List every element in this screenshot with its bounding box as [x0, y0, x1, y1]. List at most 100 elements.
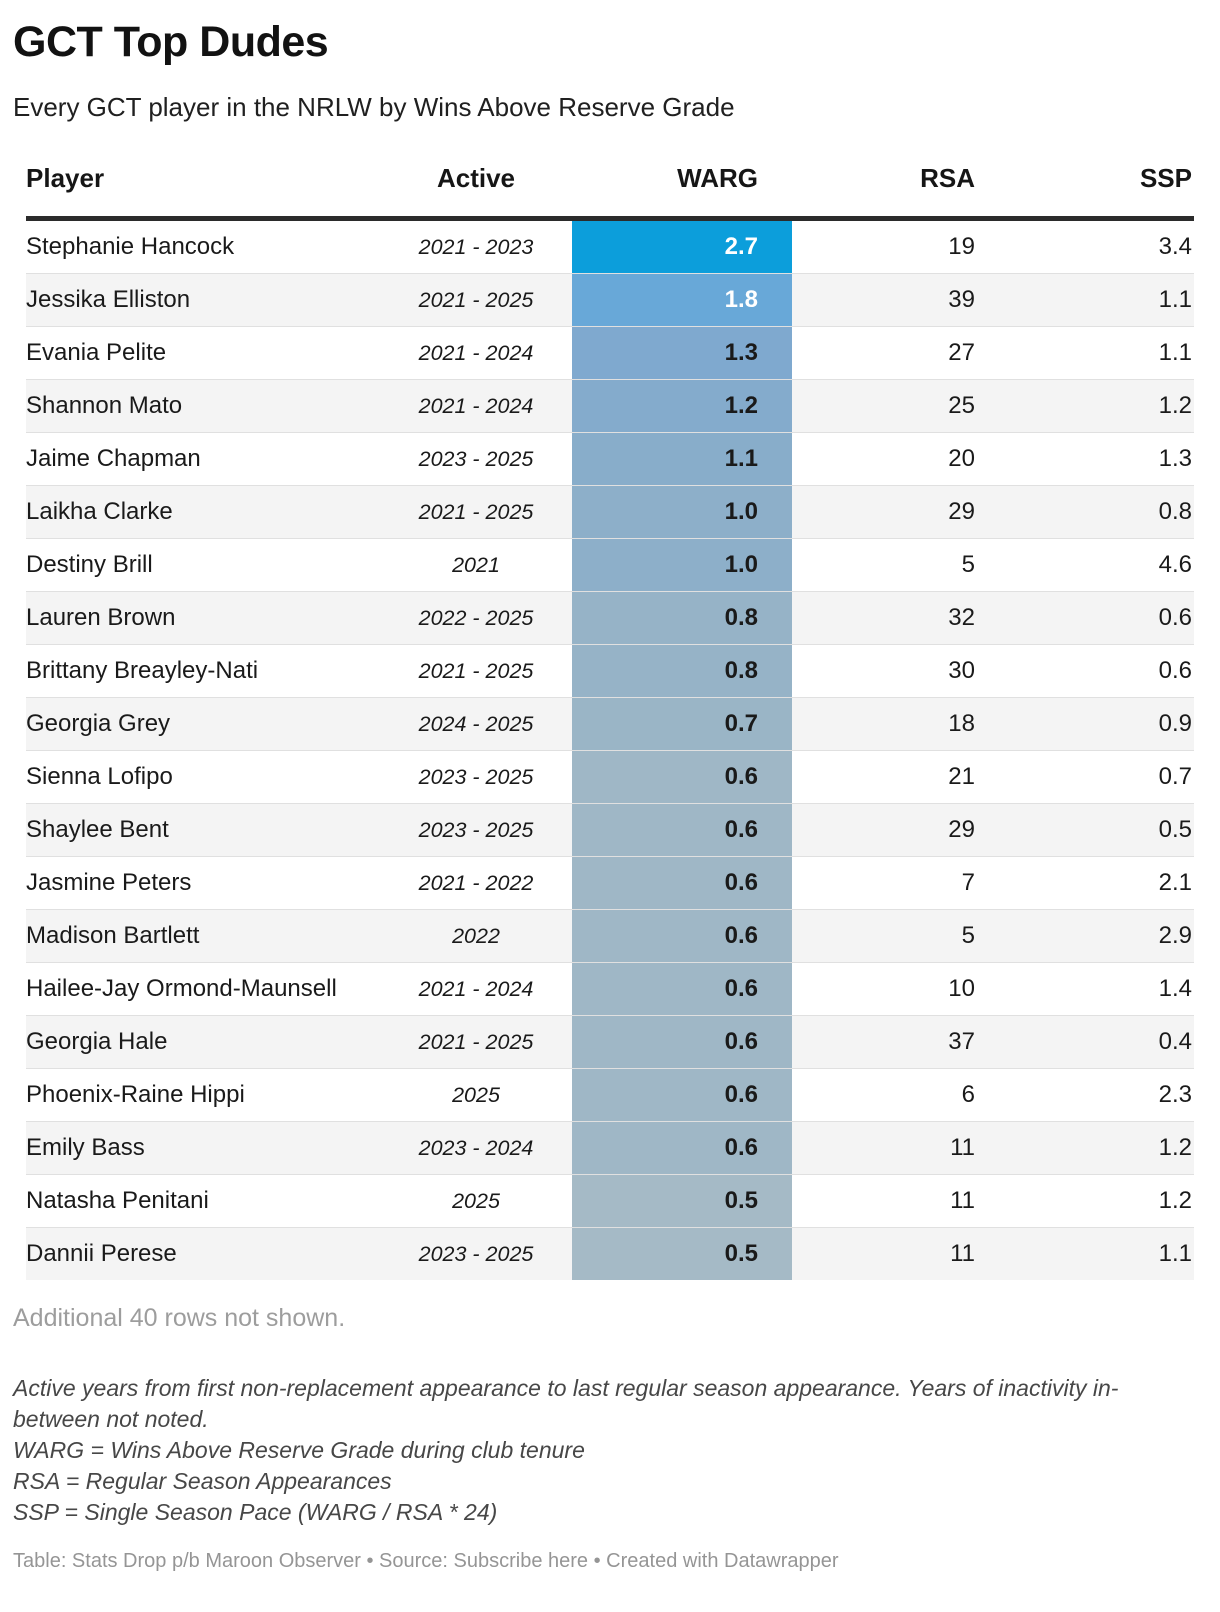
- player-name-cell: Lauren Brown: [26, 591, 380, 645]
- ssp-value-cell: 2.1: [975, 856, 1194, 910]
- player-name-cell: Jaime Chapman: [26, 432, 380, 486]
- rsa-value-cell: 11: [792, 1174, 975, 1228]
- column-header-warg: WARG: [677, 163, 758, 194]
- ssp-value-cell: 0.6: [975, 644, 1194, 698]
- active-years-cell: 2021 - 2024: [380, 379, 572, 433]
- active-years-cell: 2021 - 2025: [380, 485, 572, 539]
- player-name: Shaylee Bent: [26, 816, 169, 844]
- active-years-cell: 2023 - 2025: [380, 1227, 572, 1281]
- player-name: Destiny Brill: [26, 551, 153, 579]
- active-years-cell: 2022: [380, 909, 572, 963]
- table-row: Lauren Brown 2022 - 2025 0.8 32 0.6: [26, 591, 1194, 645]
- footnote-rsa-definition: RSA = Regular Season Appearances: [13, 1468, 392, 1495]
- table-header: Player Active WARG RSA SSP: [26, 159, 1194, 219]
- table-body: Stephanie Hancock 2021 - 2023 2.7 19 3.4 Jess…: [26, 218, 1194, 1281]
- warg-value-cell: 0.5: [572, 1174, 792, 1228]
- active-years-cell: 2021 - 2023: [418, 235, 534, 260]
- player-name-cell: Jessika Elliston: [26, 273, 380, 327]
- player-name-cell: Laikha Clarke: [26, 485, 380, 539]
- active-years-cell: 2021 - 2025: [380, 273, 572, 327]
- active-years-cell: 2023 - 2025: [380, 432, 572, 486]
- active-years-cell: 2024 - 2025: [380, 697, 572, 751]
- warg-value-cell: 1.2: [572, 379, 792, 433]
- ssp-value-cell: 1.1: [975, 326, 1194, 380]
- warg-value-cell: 0.6: [572, 1015, 792, 1069]
- footnote-active-years: Active years from first non-replacement …: [13, 1375, 1119, 1433]
- active-years-cell: 2023 - 2024: [380, 1121, 572, 1175]
- rsa-value-cell: 7: [792, 856, 975, 910]
- rsa-value-cell: 29: [792, 485, 975, 539]
- player-name-cell: Destiny Brill: [26, 538, 380, 592]
- table-row: Destiny Brill 2021 1.0 5 4.6: [26, 538, 1194, 592]
- player-name: Emily Bass: [26, 1134, 145, 1162]
- ssp-value-cell: 2.9: [975, 909, 1194, 963]
- table-row: Jessika Elliston 2021 - 2025 1.8 39 1.1: [26, 273, 1194, 327]
- player-name: Sienna Lofipo: [26, 763, 173, 791]
- warg-value-cell: 0.6: [572, 803, 792, 857]
- warg-value-cell: 0.6: [572, 856, 792, 910]
- additional-rows-note: Additional 40 rows not shown.: [13, 1304, 346, 1333]
- table-row: Hailee-Jay Ormond-Maunsell 2021 - 2024 0.6…: [26, 962, 1194, 1016]
- table-row: Phoenix-Raine Hippi 2025 0.6 6 2.3: [26, 1068, 1194, 1122]
- rsa-value-cell: 5: [792, 538, 975, 592]
- ssp-value-cell: 0.7: [975, 750, 1194, 804]
- ssp-value-cell: 2.3: [975, 1068, 1194, 1122]
- warg-value-cell: 0.6: [572, 909, 792, 963]
- footnote-warg-definition: WARG = Wins Above Reserve Grade during c…: [13, 1437, 585, 1464]
- ssp-value-cell: 4.6: [975, 538, 1194, 592]
- rsa-value-cell: 32: [792, 591, 975, 645]
- footnote-ssp-definition: SSP = Single Season Pace (WARG / RSA * 2…: [13, 1499, 498, 1526]
- player-name: Jessika Elliston: [26, 286, 191, 314]
- player-name-cell: Brittany Breayley-Nati: [26, 644, 380, 698]
- rsa-value-cell: 25: [792, 379, 975, 433]
- active-years-cell: 2021: [380, 538, 572, 592]
- rsa-value-cell: 27: [792, 326, 975, 380]
- column-header-rsa: RSA: [920, 163, 975, 194]
- ssp-value-cell: 1.2: [975, 1121, 1194, 1175]
- table-row: Georgia Grey 2024 - 2025 0.7 18 0.9: [26, 697, 1194, 751]
- warg-value-cell: 1.3: [572, 326, 792, 380]
- active-years-cell: 2021 - 2024: [380, 962, 572, 1016]
- player-name-cell: Emily Bass: [26, 1121, 380, 1175]
- player-name: Shannon Mato: [26, 392, 183, 420]
- ssp-value-cell: 1.4: [975, 962, 1194, 1016]
- ssp-value-cell: 3.4: [1158, 233, 1192, 261]
- player-name-cell: Georgia Hale: [26, 1015, 380, 1069]
- active-years-cell: 2025: [380, 1068, 572, 1122]
- active-years-cell: 2022 - 2025: [380, 591, 572, 645]
- table-row: Shaylee Bent 2023 - 2025 0.6 29 0.5: [26, 803, 1194, 857]
- table-row: Madison Bartlett 2022 0.6 5 2.9: [26, 909, 1194, 963]
- ssp-value-cell: 1.1: [975, 273, 1194, 327]
- rsa-value-cell: 6: [792, 1068, 975, 1122]
- table-row: Jaime Chapman 2023 - 2025 1.1 20 1.3: [26, 432, 1194, 486]
- warg-value-cell: 2.7: [572, 218, 792, 274]
- rsa-value-cell: 39: [792, 273, 975, 327]
- active-years-cell: 2021 - 2025: [380, 644, 572, 698]
- rsa-value-cell: 37: [792, 1015, 975, 1069]
- active-years-cell: 2021 - 2024: [380, 326, 572, 380]
- table-row: Laikha Clarke 2021 - 2025 1.0 29 0.8: [26, 485, 1194, 539]
- player-name: Laikha Clarke: [26, 498, 173, 526]
- player-name-cell: Shannon Mato: [26, 379, 380, 433]
- page-title: GCT Top Dudes: [13, 18, 329, 66]
- player-name: Georgia Grey: [26, 710, 171, 738]
- active-years-cell: 2023 - 2025: [380, 750, 572, 804]
- player-name-cell: Stephanie Hancock: [26, 219, 380, 274]
- player-name-cell: Madison Bartlett: [26, 909, 380, 963]
- player-name-cell: Evania Pelite: [26, 326, 380, 380]
- rsa-value-cell: 30: [792, 644, 975, 698]
- rsa-value-cell: 21: [792, 750, 975, 804]
- page-subtitle: Every GCT player in the NRLW by Wins Abo…: [13, 92, 735, 123]
- warg-value-cell: 0.5: [572, 1227, 792, 1281]
- ssp-value-cell: 1.2: [975, 379, 1194, 433]
- player-name-cell: Jasmine Peters: [26, 856, 380, 910]
- player-name-cell: Georgia Grey: [26, 697, 380, 751]
- active-years-cell: 2023 - 2025: [380, 803, 572, 857]
- stats-table: Player Active WARG RSA SSP Stephanie Han…: [26, 159, 1194, 1281]
- warg-value-cell: 0.7: [572, 697, 792, 751]
- rsa-value-cell: 10: [792, 962, 975, 1016]
- rsa-value-cell: 5: [792, 909, 975, 963]
- ssp-value-cell: 1.1: [975, 1227, 1194, 1281]
- table-row: Shannon Mato 2021 - 2024 1.2 25 1.2: [26, 379, 1194, 433]
